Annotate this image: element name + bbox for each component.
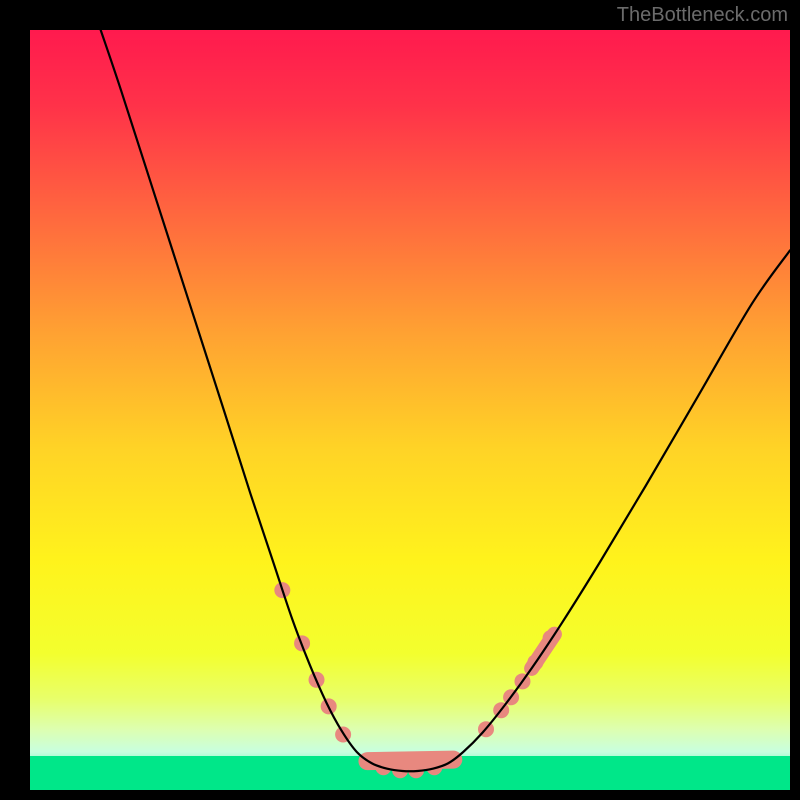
- curve-layer: [30, 30, 790, 790]
- chart-container: TheBottleneck.com: [0, 0, 800, 800]
- bottleneck-curve: [101, 30, 790, 771]
- watermark-label: TheBottleneck.com: [617, 4, 788, 27]
- plot-area: [30, 30, 790, 790]
